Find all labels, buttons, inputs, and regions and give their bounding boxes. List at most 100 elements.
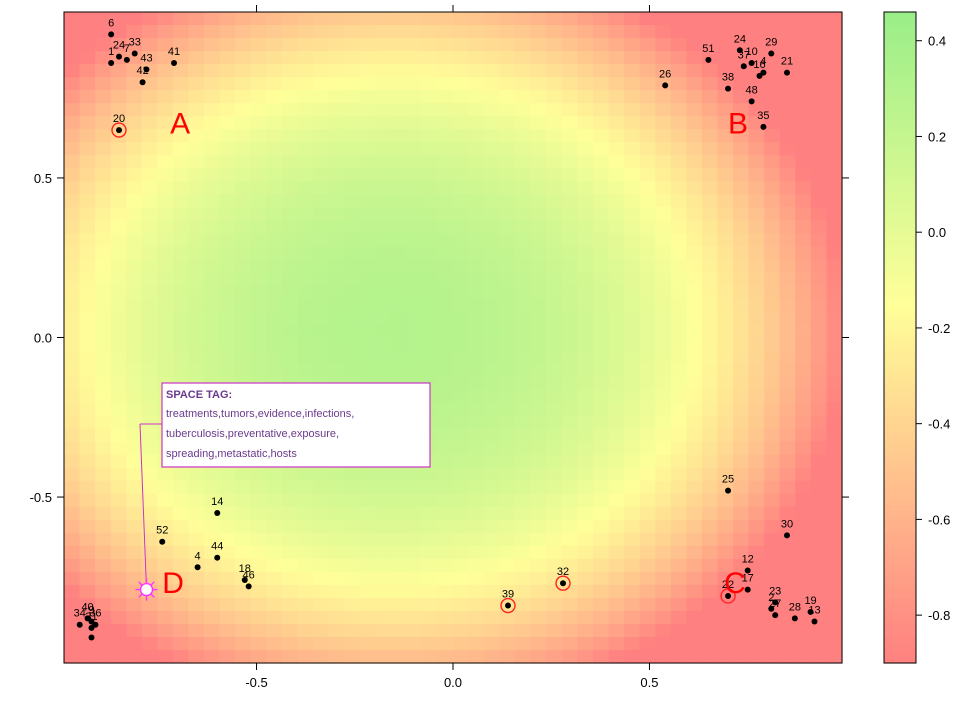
heatmap-cell	[250, 142, 267, 156]
data-point[interactable]	[116, 127, 123, 134]
data-point[interactable]	[143, 66, 150, 73]
data-point[interactable]	[768, 605, 775, 612]
heatmap-cell	[795, 649, 812, 664]
heatmap-cell	[421, 116, 439, 130]
data-point[interactable]	[705, 56, 712, 63]
point-label: 4	[195, 550, 201, 562]
heatmap-cell	[686, 350, 703, 365]
heatmap-cell	[95, 376, 112, 391]
heatmap-cell	[655, 415, 672, 430]
heatmap-cell	[639, 519, 656, 534]
heatmap-cell	[764, 194, 781, 208]
heatmap-cell	[406, 597, 423, 612]
heatmap-cell	[421, 129, 439, 143]
data-point[interactable]	[139, 79, 146, 86]
heatmap-cell	[421, 181, 439, 195]
data-point[interactable]	[108, 31, 115, 38]
heatmap-cell	[188, 194, 205, 208]
data-point[interactable]	[725, 85, 732, 92]
data-point[interactable]	[88, 624, 95, 631]
heatmap-cell	[188, 363, 205, 378]
data-point[interactable]	[772, 612, 779, 619]
space-tag[interactable]: SPACE TAG: treatments,tumors,evidence,in…	[135, 382, 431, 601]
data-point[interactable]	[560, 580, 567, 587]
data-point[interactable]	[811, 618, 818, 625]
data-point[interactable]	[662, 82, 669, 89]
data-point[interactable]	[159, 538, 166, 545]
data-point[interactable]	[123, 56, 130, 63]
data-point[interactable]	[241, 577, 248, 584]
data-point[interactable]	[760, 123, 767, 130]
data-point[interactable]	[748, 98, 755, 105]
heatmap-cell	[717, 194, 734, 208]
heatmap-cell	[748, 350, 765, 365]
heatmap-cell	[484, 389, 501, 404]
data-point[interactable]	[131, 50, 138, 57]
heatmap-cell	[328, 142, 345, 156]
heatmap-cell	[110, 402, 127, 417]
heatmap-cell	[266, 298, 283, 313]
heatmap-cell	[453, 129, 470, 143]
heatmap-cell	[390, 38, 407, 52]
heatmap-cell	[110, 441, 127, 456]
heatmap-cell	[608, 376, 625, 391]
heatmap-cell	[312, 480, 330, 495]
data-point[interactable]	[748, 60, 755, 67]
data-point[interactable]	[214, 554, 221, 561]
data-point[interactable]	[807, 608, 814, 615]
data-point[interactable]	[725, 592, 732, 599]
data-point[interactable]	[768, 50, 775, 57]
data-point[interactable]	[194, 564, 201, 571]
data-point[interactable]	[108, 60, 115, 67]
heatmap-cell	[297, 545, 314, 560]
heatmap-cell	[499, 519, 516, 534]
data-point[interactable]	[214, 510, 221, 517]
heatmap-cell	[204, 64, 221, 78]
data-point[interactable]	[725, 487, 732, 494]
colorbar-segment	[884, 71, 916, 78]
data-point[interactable]	[76, 621, 83, 628]
heatmap-cell	[670, 480, 687, 495]
data-point[interactable]	[783, 69, 790, 76]
data-point[interactable]	[791, 615, 798, 622]
heatmap-cell	[359, 350, 376, 365]
colorbar-segment	[884, 120, 916, 127]
data-point[interactable]	[744, 567, 751, 574]
heatmap-cell	[157, 181, 174, 195]
data-point[interactable]	[736, 47, 743, 54]
heatmap-cell	[406, 636, 423, 651]
heatmap-cell	[717, 493, 734, 508]
heatmap-cell	[172, 519, 190, 534]
heatmap-cell	[561, 298, 579, 313]
data-point[interactable]	[740, 63, 747, 70]
heatmap-cell	[312, 142, 330, 156]
highlight-ring	[720, 588, 736, 604]
data-point[interactable]	[744, 586, 751, 593]
data-point[interactable]	[783, 532, 790, 539]
data-point[interactable]	[116, 53, 123, 60]
data-point[interactable]	[760, 69, 767, 76]
heatmap-cell	[219, 51, 236, 65]
heatmap-cell	[157, 506, 174, 521]
heatmap-cell	[344, 259, 361, 273]
heatmap-cell	[188, 623, 205, 638]
heatmap-cell	[764, 311, 781, 326]
heatmap-cell	[748, 311, 765, 326]
heatmap-cell	[468, 363, 485, 378]
heatmap-cell	[235, 337, 252, 352]
data-point[interactable]	[88, 634, 95, 641]
data-point[interactable]	[505, 602, 512, 609]
heatmap-cell	[95, 480, 112, 495]
data-point[interactable]	[245, 583, 252, 590]
heatmap-cell	[577, 363, 594, 378]
heatmap-cell	[577, 337, 594, 352]
heatmap-cell	[437, 298, 454, 313]
heatmap-cell	[219, 12, 236, 26]
data-point[interactable]	[171, 60, 178, 67]
heatmap-cell	[344, 532, 361, 547]
heatmap-cell	[390, 285, 407, 300]
heatmap-cell	[810, 12, 828, 26]
heatmap-cell	[515, 77, 532, 91]
data-point[interactable]	[772, 599, 779, 606]
heatmap-cell	[593, 259, 610, 273]
